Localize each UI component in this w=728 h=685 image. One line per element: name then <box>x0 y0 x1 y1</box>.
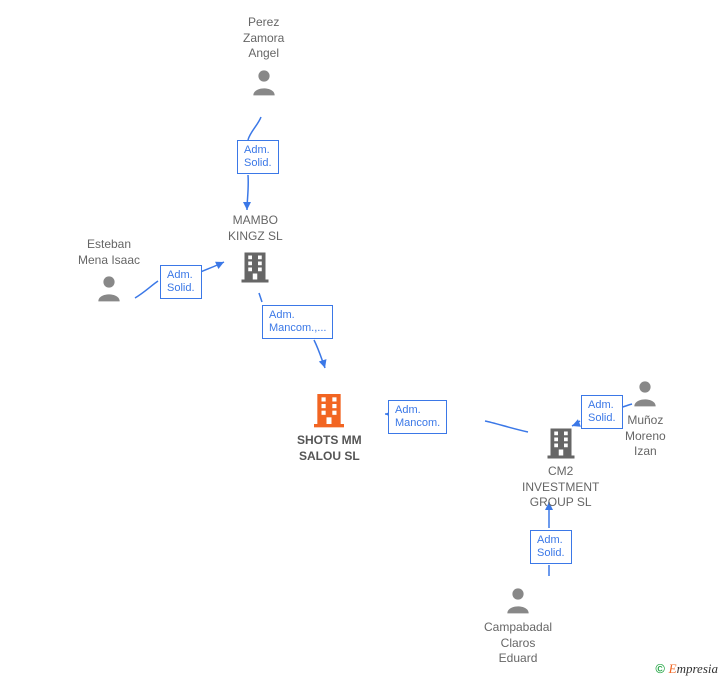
arrowhead-icon <box>215 262 224 269</box>
footer-branding: © Empresia <box>655 661 718 677</box>
person-icon <box>78 272 140 304</box>
copyright-symbol: © <box>655 661 665 676</box>
node-label: MuñozMorenoIzan <box>625 413 666 460</box>
node-label: EstebanMena Isaac <box>78 237 140 268</box>
brand-name: Empresia <box>669 661 718 676</box>
node-perez[interactable]: PerezZamoraAngel <box>243 15 284 102</box>
edges-layer <box>0 0 728 685</box>
edge-label: Adm.Solid. <box>581 395 623 429</box>
arrowhead-icon <box>319 359 327 368</box>
edge-label: Adm.Solid. <box>237 140 279 174</box>
edge-label: Adm.Solid. <box>160 265 202 299</box>
node-munoz[interactable]: MuñozMorenoIzan <box>625 373 666 460</box>
arrowhead-icon <box>243 202 251 210</box>
person-icon <box>484 584 552 616</box>
person-icon <box>243 66 284 98</box>
building-icon <box>297 389 362 429</box>
node-campa[interactable]: CampabadalClarosEduard <box>484 580 552 667</box>
node-label: PerezZamoraAngel <box>243 15 284 62</box>
edge-label: Adm.Mancom.,... <box>262 305 333 339</box>
node-label: CM2INVESTMENTGROUP SL <box>522 464 599 511</box>
node-label: MAMBOKINGZ SL <box>228 213 283 244</box>
building-icon <box>522 424 599 460</box>
node-shots[interactable]: SHOTS MMSALOU SL <box>297 385 362 464</box>
person-icon <box>625 377 666 409</box>
building-icon <box>228 248 283 284</box>
node-esteban[interactable]: EstebanMena Isaac <box>78 237 140 308</box>
edge-label: Adm.Solid. <box>530 530 572 564</box>
edge-label: Adm.Mancom. <box>388 400 447 434</box>
node-label: CampabadalClarosEduard <box>484 620 552 667</box>
node-cm2[interactable]: CM2INVESTMENTGROUP SL <box>522 420 599 511</box>
node-label: SHOTS MMSALOU SL <box>297 433 362 464</box>
node-mambo[interactable]: MAMBOKINGZ SL <box>228 213 283 288</box>
